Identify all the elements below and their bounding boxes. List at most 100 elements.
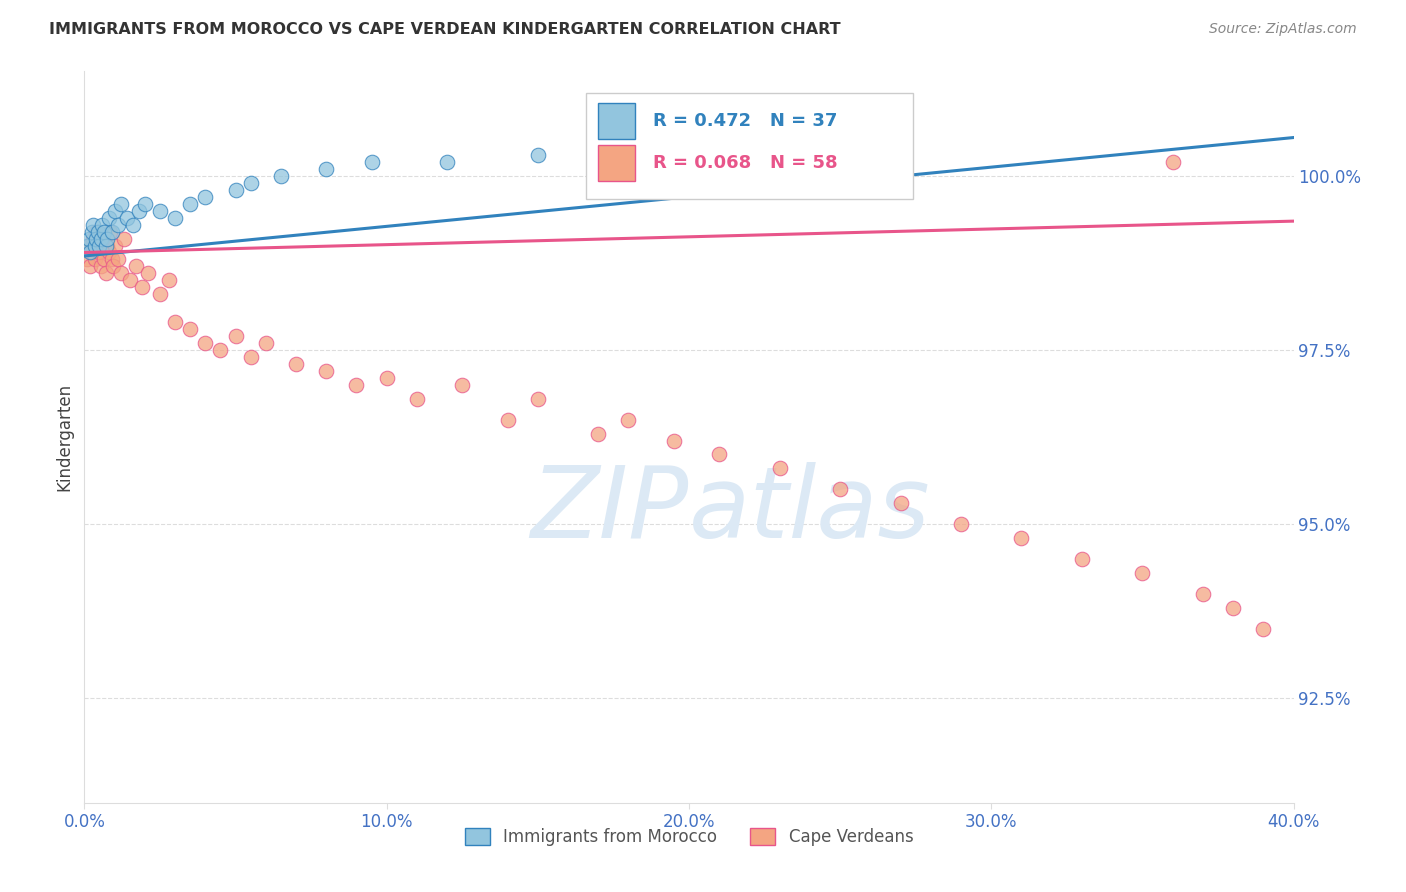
Point: [769, 461, 792, 475]
Point: [194, 336, 217, 351]
Point: [93, 252, 115, 267]
Point: [588, 141, 610, 155]
Point: [86, 225, 108, 239]
Text: Source: ZipAtlas.com: Source: ZipAtlas.com: [1209, 22, 1357, 37]
Point: [131, 280, 153, 294]
Point: [179, 196, 201, 211]
Point: [1192, 587, 1215, 601]
Point: [77, 238, 100, 252]
Point: [149, 287, 172, 301]
Point: [315, 364, 337, 378]
Point: [115, 211, 138, 225]
Point: [82, 231, 104, 245]
Y-axis label: Kindergarten: Kindergarten: [55, 383, 73, 491]
Point: [1222, 600, 1244, 615]
Point: [165, 211, 187, 225]
Point: [82, 218, 104, 232]
Point: [90, 231, 112, 245]
Point: [360, 155, 382, 169]
Point: [225, 183, 247, 197]
Point: [285, 357, 308, 371]
Point: [96, 238, 118, 252]
Point: [128, 203, 150, 218]
Text: atlas: atlas: [689, 462, 931, 558]
Point: [80, 225, 103, 239]
Point: [662, 434, 685, 448]
Point: [1011, 531, 1033, 545]
Point: [179, 322, 201, 336]
Point: [125, 260, 148, 274]
Point: [76, 238, 98, 252]
Point: [239, 350, 262, 364]
Point: [100, 252, 122, 267]
Point: [80, 245, 103, 260]
Point: [157, 273, 180, 287]
Point: [84, 238, 107, 252]
Point: [118, 273, 141, 287]
Point: [136, 266, 159, 280]
Point: [1071, 552, 1094, 566]
Point: [101, 260, 124, 274]
Point: [121, 218, 143, 232]
Point: [830, 483, 852, 497]
Point: [254, 336, 277, 351]
Point: [194, 190, 217, 204]
Point: [110, 266, 132, 280]
Point: [110, 196, 132, 211]
Point: [1132, 566, 1154, 580]
Point: [89, 238, 111, 252]
Point: [225, 329, 247, 343]
Point: [91, 218, 114, 232]
Point: [527, 148, 550, 162]
Point: [86, 231, 108, 245]
FancyBboxPatch shape: [599, 103, 634, 139]
Point: [406, 392, 429, 406]
Point: [693, 134, 716, 148]
Point: [617, 412, 640, 426]
Point: [98, 225, 121, 239]
Point: [270, 169, 292, 183]
Text: R = 0.068   N = 58: R = 0.068 N = 58: [652, 153, 838, 172]
Point: [93, 225, 115, 239]
Text: ZIP: ZIP: [530, 462, 689, 558]
Point: [87, 238, 110, 252]
Point: [890, 496, 912, 510]
FancyBboxPatch shape: [599, 145, 634, 181]
Point: [1161, 155, 1184, 169]
Point: [84, 252, 107, 267]
Point: [91, 231, 114, 245]
Text: IMMIGRANTS FROM MOROCCO VS CAPE VERDEAN KINDERGARTEN CORRELATION CHART: IMMIGRANTS FROM MOROCCO VS CAPE VERDEAN …: [49, 22, 841, 37]
Point: [97, 245, 120, 260]
Point: [346, 377, 368, 392]
Point: [79, 245, 101, 260]
Point: [94, 266, 117, 280]
Point: [709, 448, 731, 462]
Point: [79, 260, 101, 274]
Point: [96, 231, 118, 245]
FancyBboxPatch shape: [586, 94, 912, 200]
Point: [209, 343, 232, 357]
Point: [104, 203, 127, 218]
Point: [77, 231, 100, 245]
Legend: Immigrants from Morocco, Cape Verdeans: Immigrants from Morocco, Cape Verdeans: [458, 822, 920, 853]
Point: [134, 196, 156, 211]
Point: [496, 412, 519, 426]
Point: [104, 238, 127, 252]
Point: [588, 426, 610, 441]
Point: [107, 218, 129, 232]
Point: [149, 203, 172, 218]
Point: [76, 252, 98, 267]
Point: [648, 141, 671, 155]
Point: [315, 161, 337, 176]
Point: [165, 315, 187, 329]
Point: [107, 252, 129, 267]
Point: [90, 260, 112, 274]
Point: [527, 392, 550, 406]
Point: [87, 225, 110, 239]
Point: [451, 377, 474, 392]
Text: R = 0.472   N = 37: R = 0.472 N = 37: [652, 112, 837, 130]
Point: [89, 245, 111, 260]
Point: [436, 155, 458, 169]
Point: [1253, 622, 1275, 636]
Point: [950, 517, 973, 532]
